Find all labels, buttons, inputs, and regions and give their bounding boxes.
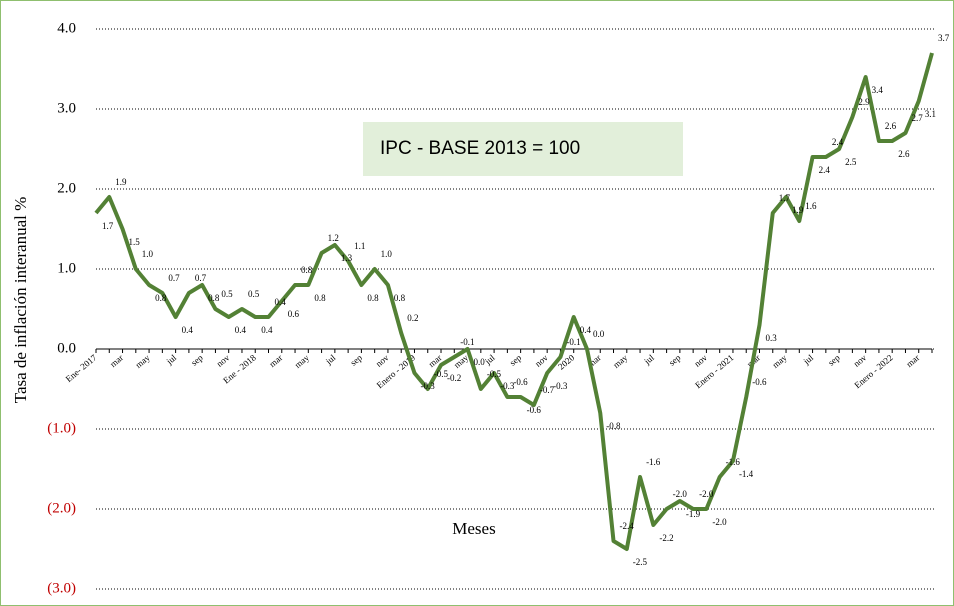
data-label: -1.9 [686, 509, 701, 519]
y-tick-label: (3.0) [47, 580, 76, 596]
data-label: 0.7 [168, 273, 180, 283]
data-label: 0.0 [474, 357, 486, 367]
data-label: -1.6 [726, 457, 741, 467]
data-label: 0.4 [261, 325, 273, 335]
data-label: 0.6 [288, 309, 300, 319]
data-label: -0.1 [566, 337, 580, 347]
x-axis-label: Meses [452, 519, 495, 538]
data-label: -0.7 [540, 385, 555, 395]
data-label: -2.4 [620, 521, 635, 531]
data-label: 1.5 [129, 237, 141, 247]
y-axis-label: Tasa de inflación interanual % [11, 197, 30, 404]
data-label: 1.1 [354, 241, 365, 251]
data-label: 1.0 [381, 249, 393, 259]
data-label: 0.4 [580, 325, 592, 335]
data-label: 2.6 [885, 121, 897, 131]
annotation: IPC - BASE 2013 = 100 [380, 138, 580, 159]
data-label: -0.3 [420, 381, 435, 391]
y-tick-label: 4.0 [57, 20, 76, 36]
data-label: -0.3 [500, 381, 515, 391]
data-label: 0.2 [407, 313, 418, 323]
data-label: 2.4 [832, 137, 844, 147]
data-label: 1.3 [341, 253, 353, 263]
data-label: -0.6 [752, 377, 767, 387]
data-label: -1.4 [739, 469, 754, 479]
data-label: 0.8 [314, 293, 326, 303]
data-label: 0.8 [155, 293, 167, 303]
y-tick-label: 0.0 [57, 340, 76, 356]
data-label: -1.6 [646, 457, 661, 467]
data-label: -0.5 [434, 369, 449, 379]
data-label: 0.5 [221, 289, 233, 299]
data-label: -2.0 [673, 489, 688, 499]
data-label: 2.4 [819, 165, 831, 175]
data-label: 0.0 [593, 329, 605, 339]
data-label: 3.1 [925, 109, 936, 119]
data-label: -0.1 [460, 337, 474, 347]
data-label: -2.2 [659, 533, 673, 543]
data-label: 1.9 [792, 205, 804, 215]
data-label: 3.7 [938, 33, 950, 43]
y-tick-label: 3.0 [57, 100, 76, 116]
data-label: 0.4 [275, 297, 287, 307]
data-label: 0.8 [367, 293, 379, 303]
annotation-box [363, 122, 683, 176]
data-label: 0.8 [208, 293, 220, 303]
y-tick-label: 2.0 [57, 180, 76, 196]
y-tick-label: 1.0 [57, 260, 76, 276]
y-tick-label: (1.0) [47, 420, 76, 436]
data-label: -0.2 [447, 373, 461, 383]
data-label: 0.3 [765, 333, 777, 343]
data-label: -2.0 [699, 489, 714, 499]
data-label: 1.9 [115, 177, 127, 187]
line [94, 52, 934, 551]
data-label: -0.3 [553, 381, 568, 391]
data-label: 2.9 [858, 97, 870, 107]
data-label: 3.4 [872, 85, 884, 95]
data-label: 1.7 [102, 221, 114, 231]
data-label: 0.8 [301, 265, 313, 275]
data-label: -2.0 [712, 517, 727, 527]
data-label: -2.5 [633, 557, 648, 567]
data-label: 1.2 [328, 233, 339, 243]
data-label: 2.6 [898, 149, 910, 159]
data-label: 0.5 [248, 289, 260, 299]
y-tick-label: (2.0) [47, 500, 76, 516]
data-label: 0.7 [195, 273, 207, 283]
data-label: -0.5 [487, 369, 502, 379]
data-label: -0.8 [606, 421, 621, 431]
data-label: -0.6 [513, 377, 528, 387]
data-label: 2.7 [911, 113, 923, 123]
data-label: 0.4 [235, 325, 247, 335]
data-label: 0.8 [394, 293, 406, 303]
data-label: 0.4 [182, 325, 194, 335]
data-label: -0.6 [527, 405, 542, 415]
data-label: 1.6 [805, 201, 817, 211]
data-label: 1.0 [142, 249, 154, 259]
data-label: 2.5 [845, 157, 857, 167]
data-label: 1.7 [779, 193, 791, 203]
